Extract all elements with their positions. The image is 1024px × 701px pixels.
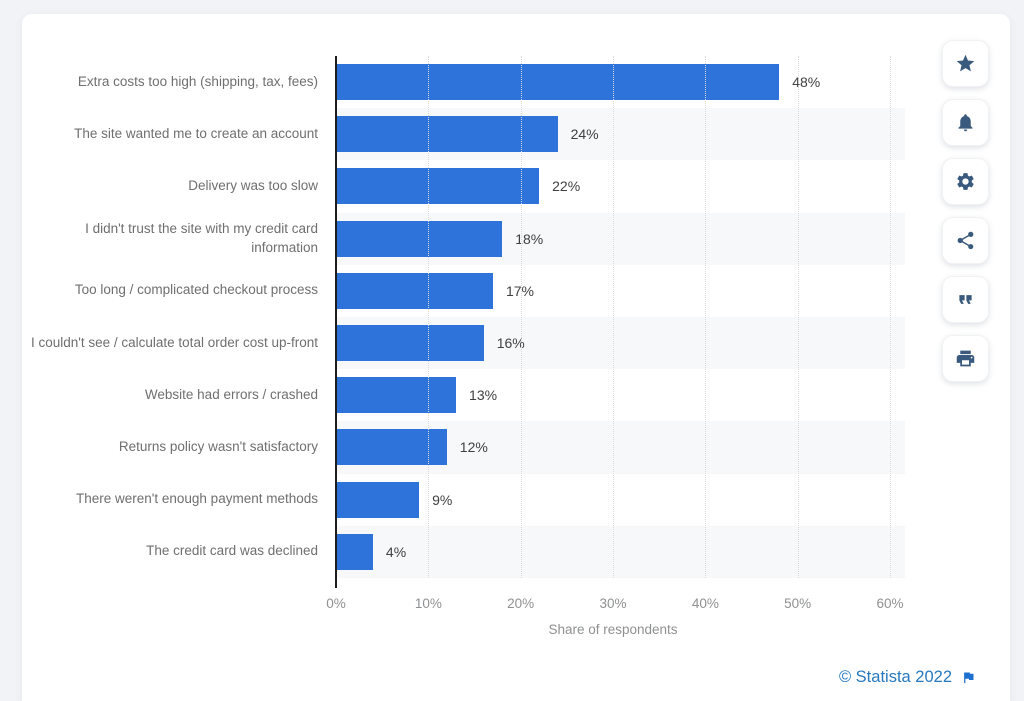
value-label: 17% (505, 282, 534, 299)
category-label: The credit card was declined (146, 543, 318, 559)
chart-row: I didn't trust the site with my credit c… (22, 212, 905, 265)
star-icon (956, 54, 975, 72)
bar-track: 24% (336, 108, 905, 161)
bar-chart: Extra costs too high (shipping, tax, fee… (22, 56, 905, 578)
category-label: The site wanted me to create an account (74, 125, 318, 141)
x-tick-label: 20% (507, 596, 535, 611)
chart-footer: © Statista 2022 (839, 668, 976, 687)
bar (336, 168, 540, 205)
chart-row: Extra costs too high (shipping, tax, fee… (22, 56, 905, 108)
category-label: I didn't trust the site with my credit c… (85, 220, 318, 255)
share-icon (957, 231, 974, 250)
chart-row: The site wanted me to create an account 2… (22, 108, 905, 161)
bar (336, 220, 503, 257)
category-label: Returns policy wasn't satisfactory (118, 438, 318, 454)
notifications-button[interactable] (942, 99, 989, 146)
value-label: 13% (469, 387, 498, 404)
flag-icon[interactable] (961, 670, 976, 685)
bar-track: 9% (336, 474, 905, 526)
chart-row: Website had errors / crashed 13% (22, 369, 905, 421)
chart-row: Too long / complicated checkout process 1… (22, 265, 905, 317)
bar (336, 533, 373, 570)
bar-track: 18% (336, 212, 905, 265)
value-label: 22% (552, 178, 581, 195)
chart-card: Extra costs too high (shipping, tax, fee… (22, 14, 1010, 701)
quote-icon (959, 295, 972, 304)
value-label: 9% (432, 491, 453, 508)
bar (336, 116, 558, 153)
chart-row: The credit card was declined 4% (22, 525, 905, 578)
settings-button[interactable] (942, 158, 989, 205)
chart-row: I couldn't see / calculate total order c… (22, 316, 905, 370)
print-icon (956, 350, 975, 367)
copyright-link[interactable]: © Statista 2022 (838, 668, 952, 686)
x-tick-label: 50% (784, 596, 812, 611)
value-label: 4% (385, 543, 407, 560)
chart-row: There weren't enough payment methods 9% (22, 474, 905, 526)
category-label: Delivery was too slow (188, 178, 318, 194)
value-label: 24% (570, 126, 599, 143)
bar-track: 48% (336, 56, 905, 108)
share-button[interactable] (942, 217, 989, 264)
chart-row: Returns policy wasn't satisfactory 12% (22, 421, 905, 474)
chart-toolbar (942, 40, 989, 382)
bar (336, 481, 420, 518)
bar (336, 64, 780, 101)
cite-button[interactable] (942, 276, 989, 323)
bar (336, 377, 457, 414)
value-label: 48% (792, 74, 821, 91)
x-axis-ticks: 0% 10% 20% 30% 40% 50% 60% (22, 596, 1010, 616)
x-tick-label: 10% (414, 596, 442, 611)
x-tick-label: 60% (876, 596, 904, 611)
bar-track: 12% (336, 421, 905, 474)
bell-icon (958, 114, 973, 132)
bar-track: 16% (336, 316, 905, 370)
chart-row: Delivery was too slow 22% (22, 160, 905, 212)
value-label: 16% (496, 335, 525, 352)
favorite-button[interactable] (942, 40, 989, 87)
gear-icon (957, 173, 974, 190)
value-label: 18% (515, 230, 544, 247)
category-label: Website had errors / crashed (144, 386, 318, 402)
x-axis-label: Share of respondents (548, 622, 678, 637)
bar-track: 13% (336, 369, 905, 421)
x-tick-label: 40% (691, 596, 719, 611)
bar (336, 272, 493, 309)
category-label: Extra costs too high (shipping, tax, fee… (77, 73, 318, 89)
bar-track: 17% (336, 265, 905, 317)
print-button[interactable] (942, 335, 989, 382)
value-label: 12% (459, 439, 488, 456)
bar (336, 429, 447, 466)
category-label: I couldn't see / calculate total order c… (31, 334, 318, 350)
x-tick-label: 30% (599, 596, 627, 611)
y-axis-line (335, 56, 337, 588)
category-label: Too long / complicated checkout process (74, 282, 318, 298)
bar (336, 325, 484, 362)
x-tick-label: 0% (326, 596, 346, 611)
bar-track: 22% (336, 160, 905, 212)
bar-track: 4% (336, 525, 905, 578)
category-label: There weren't enough payment methods (76, 491, 318, 507)
